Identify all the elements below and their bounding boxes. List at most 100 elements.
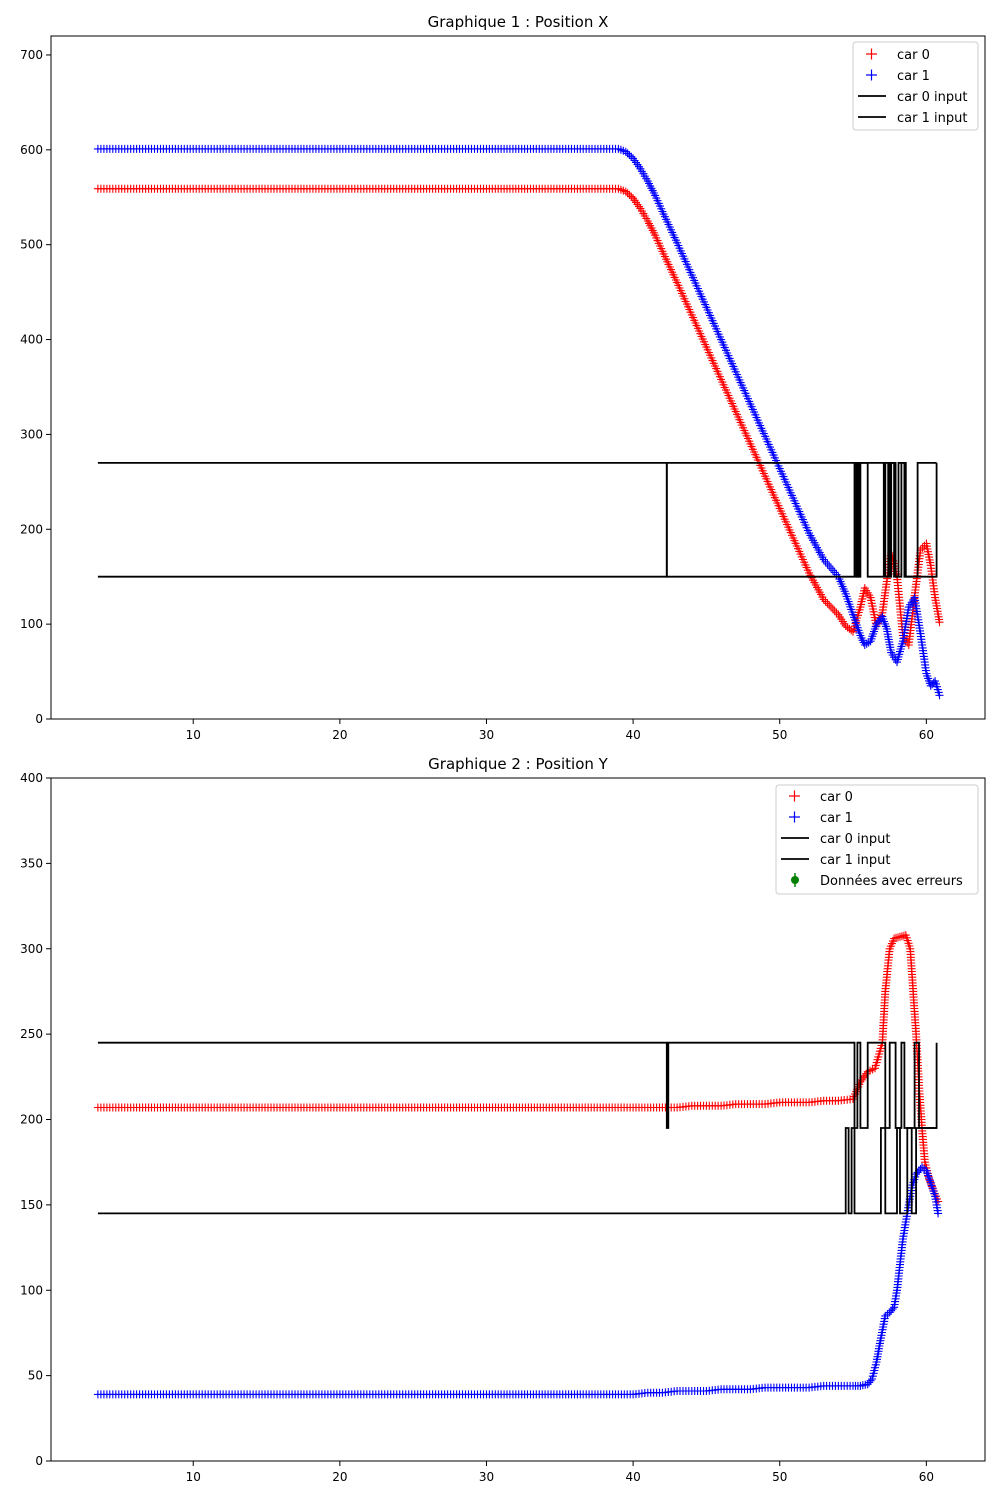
y-tick-label: 300 xyxy=(20,427,43,441)
data-point xyxy=(935,618,944,627)
data-point xyxy=(890,934,899,943)
legend-marker-plus xyxy=(866,48,877,60)
x-tick-label: 60 xyxy=(919,1470,934,1484)
data-point xyxy=(627,152,636,161)
y-tick-label: 200 xyxy=(20,1113,43,1127)
data-point xyxy=(633,160,642,169)
y-tick-label: 400 xyxy=(20,333,43,347)
data-point xyxy=(825,601,834,610)
y-tick-label: 700 xyxy=(20,48,43,62)
legend-marker-plus xyxy=(789,811,800,823)
x-tick-label: 20 xyxy=(332,1470,347,1484)
x-tick-label: 50 xyxy=(772,728,787,742)
data-point xyxy=(621,147,630,156)
data-point xyxy=(823,599,832,608)
x-tick-label: 30 xyxy=(479,1470,494,1484)
data-point xyxy=(934,1209,943,1218)
legend-label: car 1 input xyxy=(820,853,890,868)
chart-axes: 10 20 30 40 50 60 0 50 100 150 200 250 300 350 400 xyxy=(20,771,934,1484)
y-tick-label: 600 xyxy=(20,143,43,157)
data-point xyxy=(896,932,904,941)
y-tick-label: 500 xyxy=(20,238,43,252)
series-car-0 xyxy=(93,184,944,649)
legend-entry-car-1-input: car 1 input xyxy=(858,111,967,126)
legend-entry-car-0: car 0 xyxy=(789,790,853,805)
legend-frame xyxy=(852,41,979,131)
legend-marker-dot xyxy=(791,876,799,884)
data-point xyxy=(635,162,643,171)
legend-label: car 1 xyxy=(897,69,930,84)
legend-entry-car-1: car 1 xyxy=(866,69,930,84)
y-tick-label: 200 xyxy=(20,522,43,536)
chart-marks xyxy=(93,931,943,1399)
legend-label: car 1 xyxy=(820,811,853,826)
legend-label: car 0 xyxy=(820,790,853,805)
plot-position-x: Graphique 1 : Position X 10 20 30 40 50 60010… xyxy=(20,13,986,742)
legend-entry-errorbar-data: Données avec erreurs xyxy=(791,873,963,889)
data-point xyxy=(623,149,632,158)
legend-frame xyxy=(775,784,979,895)
chart-title: Graphique 2 : Position Y xyxy=(428,755,609,773)
data-point xyxy=(827,564,835,573)
legend-entry-car-1: car 1 xyxy=(789,811,853,826)
x-tick-label: 20 xyxy=(332,728,347,742)
data-point xyxy=(635,202,643,211)
data-point xyxy=(623,189,632,198)
data-point xyxy=(894,933,902,942)
y-tick-label: 100 xyxy=(20,1283,43,1297)
data-point xyxy=(633,200,642,209)
series-line-car-1-input xyxy=(97,461,938,578)
legend-entry-car-0-input: car 0 input xyxy=(781,832,890,847)
data-point xyxy=(621,187,630,196)
legend-marker-plus xyxy=(789,790,800,802)
data-point xyxy=(632,158,640,167)
y-tick-label: 50 xyxy=(28,1369,43,1383)
legend-entry-car-1-input: car 1 input xyxy=(781,853,890,868)
legend-entry-car-0: car 0 xyxy=(866,48,930,63)
legend-label: car 0 input xyxy=(820,832,890,847)
y-tick-label: 0 xyxy=(35,1454,43,1468)
legend-label: car 0 input xyxy=(897,90,967,105)
legend-label: car 0 xyxy=(897,48,930,63)
data-point xyxy=(629,194,638,203)
legend-label: car 1 input xyxy=(897,111,967,126)
data-point xyxy=(827,603,835,612)
chart-legend: car 0 car 1 car 0 input car 1 input Donn… xyxy=(775,784,979,895)
y-tick-label: 0 xyxy=(35,712,43,726)
x-tick-label: 30 xyxy=(479,728,494,742)
data-point xyxy=(828,605,837,613)
data-point xyxy=(832,608,841,617)
data-point xyxy=(821,557,830,566)
series-car-1 xyxy=(93,144,944,700)
chart-marks xyxy=(93,144,944,700)
x-tick-label: 60 xyxy=(919,728,934,742)
data-point xyxy=(632,198,640,207)
plot-position-y: Graphique 2 : Position Y 10 20 30 40 50 60 0 50… xyxy=(20,755,986,1484)
legend-label: Données avec erreurs xyxy=(820,874,963,889)
y-tick-label: 150 xyxy=(20,1198,43,1212)
legend-entry-car-0-input: car 0 input xyxy=(858,90,967,105)
data-point xyxy=(821,597,830,606)
data-point xyxy=(630,196,639,205)
data-point xyxy=(888,1305,897,1313)
data-point xyxy=(630,156,639,165)
y-tick-label: 250 xyxy=(20,1027,43,1041)
x-tick-label: 50 xyxy=(772,1470,787,1484)
data-point xyxy=(830,606,839,615)
data-point xyxy=(857,1075,866,1084)
plot-frame xyxy=(50,35,986,720)
data-point xyxy=(823,559,832,568)
data-point xyxy=(629,154,638,163)
data-point xyxy=(627,192,636,201)
x-tick-label: 40 xyxy=(625,1470,640,1484)
chart-legend: car 0 car 1 car 0 input car 1 input xyxy=(852,41,979,131)
data-point xyxy=(625,190,634,199)
data-point xyxy=(866,1376,875,1385)
legend-marker-plus xyxy=(866,69,877,81)
y-tick-label: 350 xyxy=(20,856,43,870)
series-car-1 xyxy=(93,1163,943,1399)
x-tick-label: 10 xyxy=(186,728,201,742)
